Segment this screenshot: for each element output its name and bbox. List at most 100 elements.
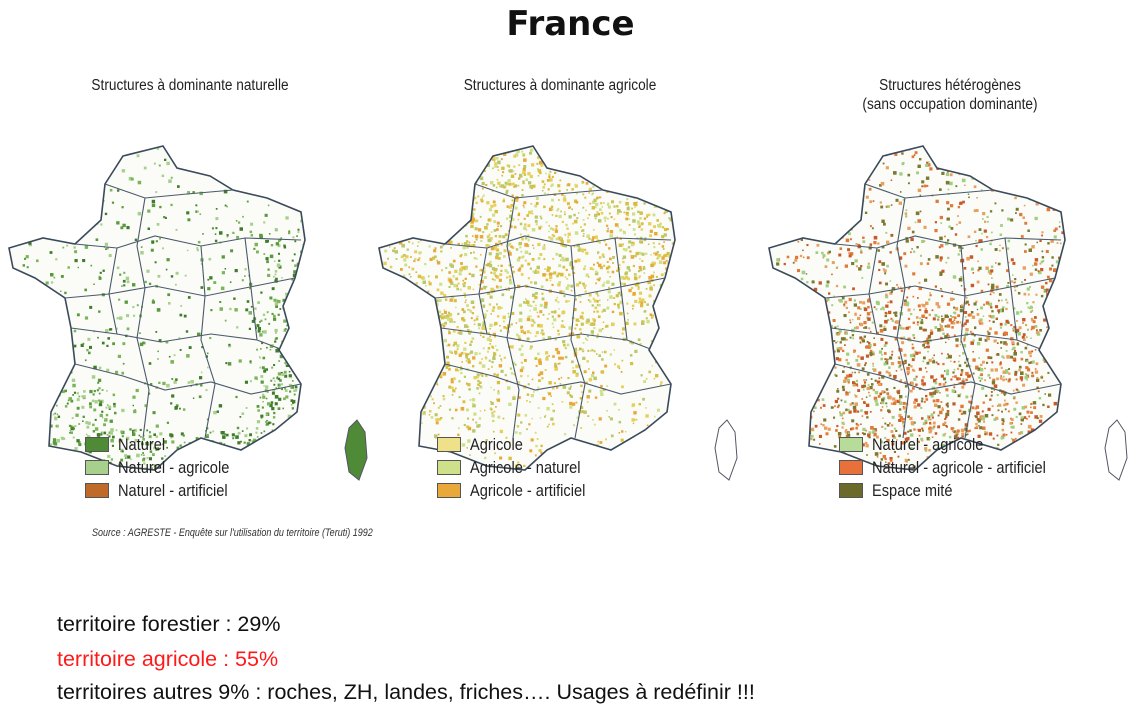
land-use-dot: [462, 246, 466, 250]
land-use-dot: [554, 363, 557, 365]
land-use-dot: [822, 356, 826, 360]
land-use-dot: [170, 434, 174, 438]
land-use-dot: [940, 288, 942, 290]
land-use-dot: [477, 228, 482, 232]
land-use-dot: [89, 402, 92, 406]
land-use-dot: [180, 432, 184, 436]
land-use-dot: [57, 472, 60, 475]
land-use-dot: [243, 441, 246, 444]
land-use-dot: [260, 319, 263, 322]
land-use-dot: [31, 344, 35, 348]
land-use-dot: [888, 395, 892, 400]
land-use-dot: [919, 326, 923, 330]
land-use-dot: [838, 329, 842, 333]
land-use-dot: [611, 310, 615, 314]
land-use-dot: [839, 247, 843, 250]
land-use-dot: [917, 304, 921, 308]
land-use-dot: [379, 159, 381, 163]
land-use-dot: [546, 355, 548, 358]
land-use-dot: [39, 402, 43, 406]
land-use-dot: [613, 163, 617, 167]
land-use-dot: [657, 202, 659, 205]
land-use-dot: [897, 356, 901, 359]
land-use-dot: [668, 279, 671, 282]
land-use-dot: [470, 252, 472, 254]
land-use-dot: [274, 395, 279, 399]
land-use-dot: [627, 187, 630, 190]
land-use-dot: [879, 324, 883, 328]
land-use-dot: [457, 433, 460, 436]
land-use-dot: [990, 265, 994, 268]
land-use-dot: [475, 238, 478, 241]
land-use-dot: [625, 188, 628, 191]
land-use-dot: [596, 196, 599, 200]
land-use-dot: [814, 158, 817, 161]
land-use-dot: [376, 152, 379, 155]
land-use-dot: [465, 148, 469, 152]
land-use-dot: [448, 313, 453, 317]
land-use-dot: [298, 419, 301, 422]
land-use-dot: [956, 377, 960, 381]
land-use-dot: [653, 186, 656, 188]
land-use-dot: [540, 225, 543, 228]
land-use-dot: [75, 472, 78, 475]
land-use-dot: [479, 235, 484, 239]
land-use-dot: [672, 205, 675, 208]
land-use-dot: [391, 167, 395, 172]
land-use-dot: [928, 430, 932, 434]
land-use-dot: [492, 346, 495, 349]
land-use-dot: [142, 452, 144, 454]
land-use-dot: [395, 152, 398, 155]
land-use-dot: [566, 391, 570, 395]
land-use-dot: [1056, 242, 1059, 244]
land-use-dot: [458, 427, 460, 430]
land-use-dot: [787, 418, 789, 421]
land-use-dot: [1008, 368, 1010, 370]
land-use-dot: [609, 234, 613, 238]
land-use-dot: [924, 449, 928, 452]
land-use-dot: [428, 345, 430, 348]
land-use-dot: [486, 223, 489, 226]
land-use-dot: [913, 250, 916, 253]
land-use-dot: [294, 385, 298, 389]
land-use-dot: [30, 447, 34, 451]
land-use-dot: [395, 152, 400, 157]
land-use-dot: [84, 359, 87, 362]
land-use-dot: [479, 334, 482, 337]
land-use-dot: [402, 221, 406, 225]
land-use-dot: [637, 287, 640, 290]
land-use-dot: [174, 406, 178, 410]
land-use-dot: [663, 302, 667, 306]
land-use-dot: [799, 254, 803, 258]
land-use-dot: [31, 404, 34, 408]
land-use-dot: [200, 371, 203, 374]
land-use-dot: [492, 184, 496, 187]
land-use-dot: [953, 306, 956, 309]
land-use-dot: [879, 201, 882, 204]
land-use-dot: [424, 174, 428, 178]
land-use-dot: [473, 162, 477, 166]
land-use-dot: [30, 355, 33, 358]
land-use-dot: [5, 406, 8, 409]
land-use-dot: [673, 414, 675, 419]
land-use-dot: [1010, 431, 1013, 434]
land-use-dot: [397, 359, 400, 362]
land-use-dot: [76, 406, 80, 410]
land-use-dot: [834, 366, 837, 369]
land-use-dot: [409, 426, 412, 428]
land-use-dot: [446, 361, 450, 365]
land-use-dot: [672, 296, 675, 300]
land-use-dot: [493, 272, 496, 275]
land-use-dot: [40, 435, 42, 438]
land-use-dot: [9, 449, 12, 453]
land-use-dot: [578, 281, 582, 285]
land-use-dot: [876, 331, 879, 335]
land-use-dot: [430, 395, 432, 398]
land-use-dot: [60, 275, 64, 278]
land-use-dot: [926, 262, 930, 265]
land-use-dot: [273, 298, 277, 302]
land-use-dot: [26, 227, 29, 230]
land-use-dot: [444, 321, 447, 325]
land-use-dot: [91, 399, 95, 403]
land-use-dot: [806, 244, 809, 247]
